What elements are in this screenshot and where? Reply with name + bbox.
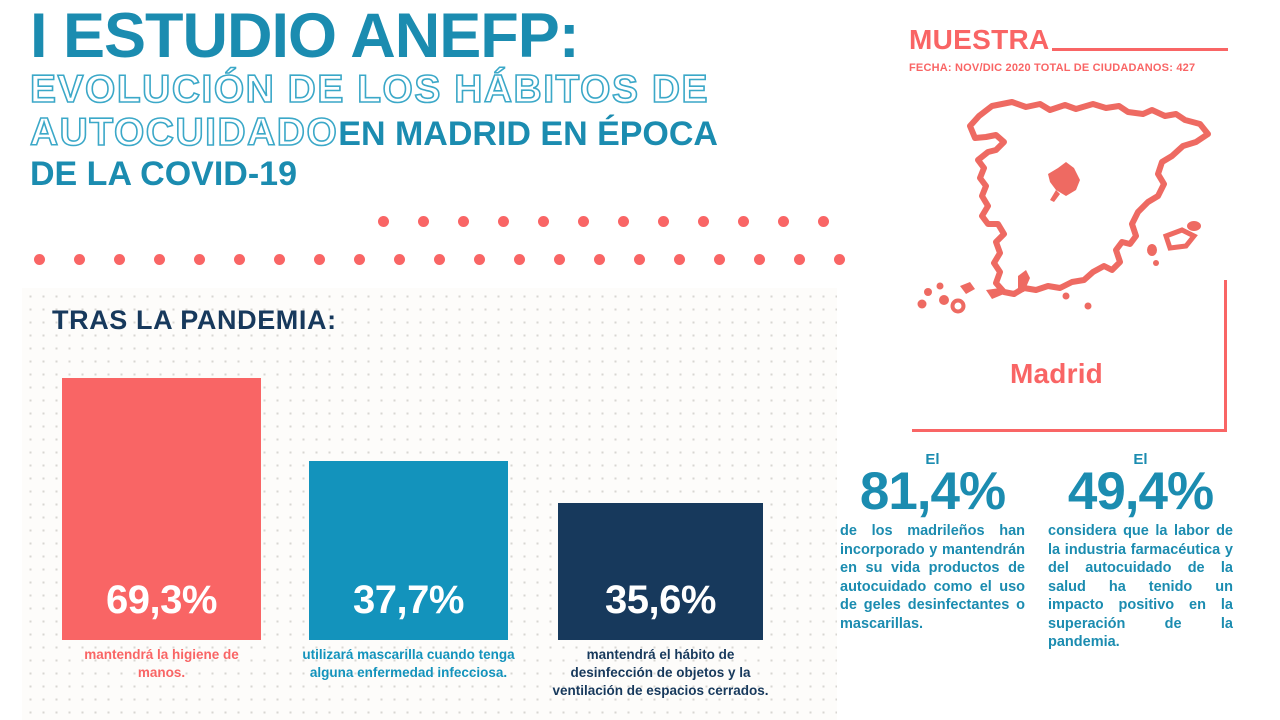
sample-heading-rule [1052,48,1228,51]
sample-details: FECHA: NOV/DIC 2020 TOTAL DE CIUDADANOS:… [909,62,1196,74]
decorative-dot [674,254,685,265]
chart-heading: TRAS LA PANDEMIA: [52,305,337,335]
bar-mask-caption: utilizará mascarilla cuando tenga alguna… [302,647,515,680]
decorative-dot [538,216,549,227]
sample-heading: MUESTRA [909,24,1050,55]
decorative-dot [794,254,805,265]
decorative-dot [114,254,125,265]
decorative-dot [154,254,165,265]
decorative-dot [314,254,325,265]
decorative-dot [834,254,845,265]
decorative-dot [754,254,765,265]
stat-2-percent: 49,4% [1067,462,1214,521]
decorative-dot [378,216,389,227]
bar-hygiene-caption: mantendrá la higiene de manos. [84,647,239,680]
stat-1-body: de los madrileños han incorporado y mant… [840,523,1025,632]
decorative-dot [458,216,469,227]
decorative-dot [34,254,45,265]
stat-1-prefix: El [925,451,940,468]
title-line-3: AUTOCUIDADOEN MADRID EN ÉPOCA [29,111,880,156]
stat-block-1: El 81,4% de los madrileños han incorpora… [840,452,1025,633]
decorative-dot-row-top [378,216,858,228]
decorative-dot [634,254,645,265]
decorative-dot [618,216,629,227]
decorative-dot [498,216,509,227]
bar-disinfect: 35,6% [558,503,763,640]
bracket-horizontal [912,429,1227,432]
title-line-4: DE LA COVID-19 [30,155,298,194]
bar-mask: 37,7% [309,461,508,640]
decorative-dot [514,254,525,265]
stat-2-body: considera que la labor de la industria f… [1048,523,1233,651]
title-line-3-outline: AUTOCUIDADO [29,111,339,156]
bracket-vertical [1224,280,1227,432]
decorative-dot [74,254,85,265]
title-line-1: I ESTUDIO ANEFP: [30,1,580,71]
decorative-dot [578,216,589,227]
stat-2-prefix: El [1133,451,1148,468]
decorative-dot [714,254,725,265]
decorative-dot [274,254,285,265]
bar-mask-value: 37,7% [353,578,464,622]
stat-1-percent: 81,4% [859,462,1006,521]
decorative-dot [594,254,605,265]
bar-disinfect-value: 35,6% [605,578,716,622]
decorative-dot [394,254,405,265]
spain-map [900,90,1230,340]
title-line-2: EVOLUCIÓN DE LOS HÁBITOS DE [29,67,710,112]
decorative-dot-row-bottom [34,254,874,266]
stat-block-2: El 49,4% considera que la labor de la in… [1048,452,1233,652]
decorative-dot [434,254,445,265]
title-line-3-solid: EN MADRID EN ÉPOCA [338,115,718,154]
decorative-dot [354,254,365,265]
decorative-dot [818,216,829,227]
decorative-dot [554,254,565,265]
decorative-dot [778,216,789,227]
bar-hygiene-value: 69,3% [106,578,217,622]
title-block: I ESTUDIO ANEFP: EVOLUCIÓN DE LOS HÁBITO… [29,1,880,194]
decorative-dot [234,254,245,265]
decorative-dot [738,216,749,227]
madrid-label: Madrid [1010,358,1103,389]
bar-hygiene: 69,3% [62,378,261,640]
decorative-dot [194,254,205,265]
decorative-dot [418,216,429,227]
decorative-dot [658,216,669,227]
bar-disinfect-caption: mantendrá el hábito de desinfección de o… [552,647,769,698]
decorative-dot [474,254,485,265]
decorative-dot [698,216,709,227]
